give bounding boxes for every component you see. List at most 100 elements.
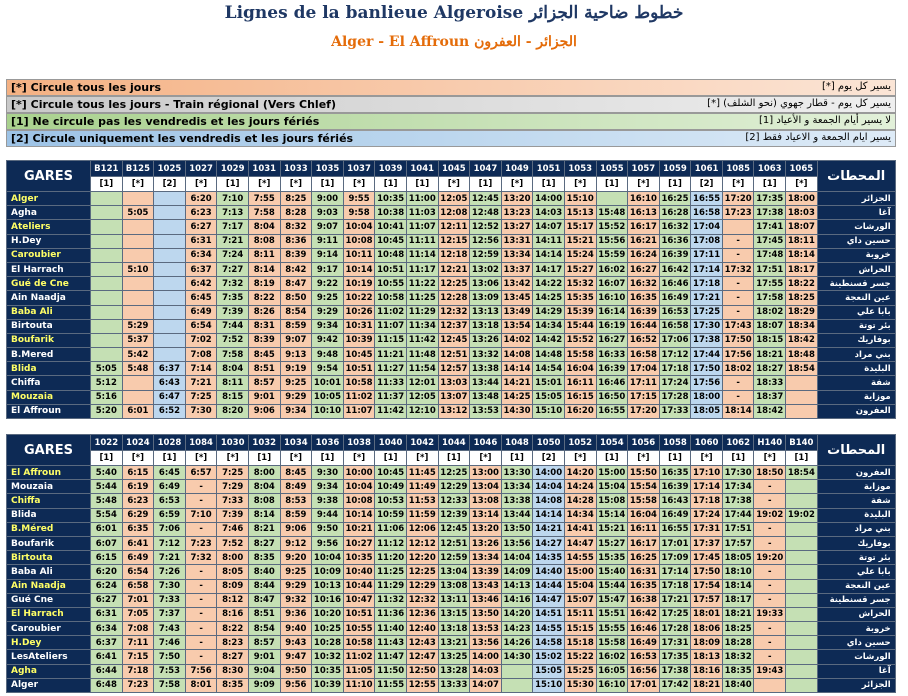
time-cell: 9:12 bbox=[279, 535, 313, 552]
train-number: 1029 bbox=[216, 160, 249, 177]
time-cell: 10:35 bbox=[374, 190, 407, 207]
time-cell: - bbox=[184, 606, 218, 623]
station-name: Agha bbox=[6, 205, 91, 221]
train-code: [1] bbox=[247, 450, 281, 466]
time-cell: 10:41 bbox=[374, 219, 407, 235]
time-cell: 15:58 bbox=[627, 493, 660, 509]
time-cell bbox=[785, 663, 818, 679]
time-cell bbox=[153, 205, 186, 221]
table-row: Boufarik 5:37 7:02 7:52 8:39 9:07 9:42 10:39 11:… bbox=[6, 332, 896, 349]
time-cell: 17:28 bbox=[658, 389, 692, 405]
time-cell: 18:25 bbox=[721, 621, 755, 637]
time-cell: 17:45 bbox=[690, 550, 723, 566]
station-name-ar: آغا bbox=[816, 663, 896, 679]
time-cell bbox=[121, 290, 155, 306]
time-cell: 15:32 bbox=[563, 276, 597, 292]
time-cell: 18:00 bbox=[785, 190, 818, 207]
time-cell: 13:37 bbox=[500, 261, 534, 278]
time-cell: 7:56 bbox=[184, 663, 218, 679]
time-cell: 6:57 bbox=[184, 464, 218, 481]
train-code: [*] bbox=[563, 450, 597, 466]
time-cell: 17:50 bbox=[690, 564, 723, 580]
time-cell: 15:22 bbox=[563, 649, 597, 665]
time-cell: 15:07 bbox=[563, 592, 597, 608]
time-cell: 15:00 bbox=[595, 464, 629, 481]
table-row: Agha 6:44 7:18 7:53 7:56 8:30 9:04 9:50 10:35 11:… bbox=[6, 663, 896, 679]
time-cell: 12:37 bbox=[437, 318, 471, 334]
time-cell: 18:14 bbox=[785, 247, 818, 263]
stations-header-ar: المحطات bbox=[816, 434, 896, 466]
station-name-ar: الحراش bbox=[816, 261, 896, 278]
train-number: 1061 bbox=[690, 160, 723, 177]
time-cell: 15:27 bbox=[595, 535, 629, 552]
time-cell: 10:51 bbox=[374, 261, 407, 278]
time-cell: 6:52 bbox=[153, 403, 186, 420]
time-cell: 6:54 bbox=[121, 564, 155, 580]
time-cell: 18:06 bbox=[690, 621, 723, 637]
time-cell: 14:20 bbox=[563, 464, 597, 481]
time-cell: 16:38 bbox=[627, 592, 660, 608]
time-cell: 15:52 bbox=[563, 332, 597, 349]
time-cell: 15:58 bbox=[595, 635, 629, 651]
time-cell: 8:51 bbox=[247, 606, 281, 623]
time-cell: 16:19 bbox=[595, 318, 629, 334]
time-cell: 12:11 bbox=[437, 219, 471, 235]
time-cell: 9:36 bbox=[279, 606, 313, 623]
train-number: 1040 bbox=[374, 434, 407, 451]
time-cell: 15:11 bbox=[563, 606, 597, 623]
time-cell bbox=[785, 403, 818, 420]
time-cell: 12:15 bbox=[437, 233, 471, 249]
time-cell: 6:34 bbox=[90, 621, 123, 637]
station-name-ar: الحراش bbox=[816, 606, 896, 623]
time-cell: 13:27 bbox=[500, 219, 534, 235]
time-cell: 18:37 bbox=[753, 389, 787, 405]
time-cell: 14:22 bbox=[532, 276, 565, 292]
time-cell: 15:08 bbox=[595, 493, 629, 509]
time-cell: 15:21 bbox=[595, 521, 629, 537]
time-cell: 13:18 bbox=[469, 318, 502, 334]
time-cell: 6:29 bbox=[121, 507, 155, 523]
time-cell: 8:16 bbox=[216, 606, 249, 623]
time-cell: 12:51 bbox=[437, 535, 471, 552]
time-cell: 14:55 bbox=[532, 621, 565, 637]
time-cell: 7:10 bbox=[216, 190, 249, 207]
time-cell: 16:49 bbox=[658, 290, 692, 306]
station-name-ar: حسين داي bbox=[816, 233, 896, 249]
train-number: 1051 bbox=[532, 160, 565, 177]
time-cell: 9:25 bbox=[311, 290, 344, 306]
time-cell: 15:04 bbox=[595, 479, 629, 495]
train-code: [2] bbox=[153, 176, 186, 192]
time-cell: 13:50 bbox=[469, 606, 502, 623]
time-cell: 7:06 bbox=[153, 521, 186, 537]
time-cell: 17:11 bbox=[690, 247, 723, 263]
station-name: Birtouta bbox=[6, 318, 91, 334]
table-row: B.Méred 6:01 6:35 7:06-7:46 8:21 9:06 9:50 10:2… bbox=[6, 521, 896, 537]
time-cell: 16:55 bbox=[595, 403, 629, 420]
time-cell: 16:36 bbox=[658, 233, 692, 249]
time-cell: 11:32 bbox=[374, 592, 407, 608]
time-cell: - bbox=[753, 578, 787, 594]
time-cell: 10:04 bbox=[342, 479, 376, 495]
time-cell: 5:37 bbox=[121, 332, 155, 349]
time-cell: 16:25 bbox=[627, 550, 660, 566]
time-cell: 18:54 bbox=[785, 464, 818, 481]
time-cell: 14:26 bbox=[500, 635, 534, 651]
time-cell: 18:05 bbox=[690, 403, 723, 420]
time-cell: 16:49 bbox=[627, 635, 660, 651]
time-cell: 9:55 bbox=[342, 190, 376, 207]
time-cell: 9:50 bbox=[279, 663, 313, 679]
train-number: 1022 bbox=[90, 434, 123, 451]
time-cell: 12:36 bbox=[405, 606, 439, 623]
time-cell: 5:10 bbox=[121, 261, 155, 278]
time-cell: 6:20 bbox=[184, 190, 218, 207]
time-cell: 15:10 bbox=[532, 403, 565, 420]
time-cell bbox=[90, 290, 123, 306]
time-cell: - bbox=[721, 247, 755, 263]
time-cell: 17:48 bbox=[753, 247, 787, 263]
time-cell: 13:34 bbox=[469, 550, 502, 566]
time-cell: 12:05 bbox=[437, 190, 471, 207]
train-code: [1] bbox=[785, 450, 818, 466]
time-cell: 9:01 bbox=[247, 389, 281, 405]
time-cell: 6:34 bbox=[184, 247, 218, 263]
time-cell: 8:04 bbox=[247, 219, 281, 235]
